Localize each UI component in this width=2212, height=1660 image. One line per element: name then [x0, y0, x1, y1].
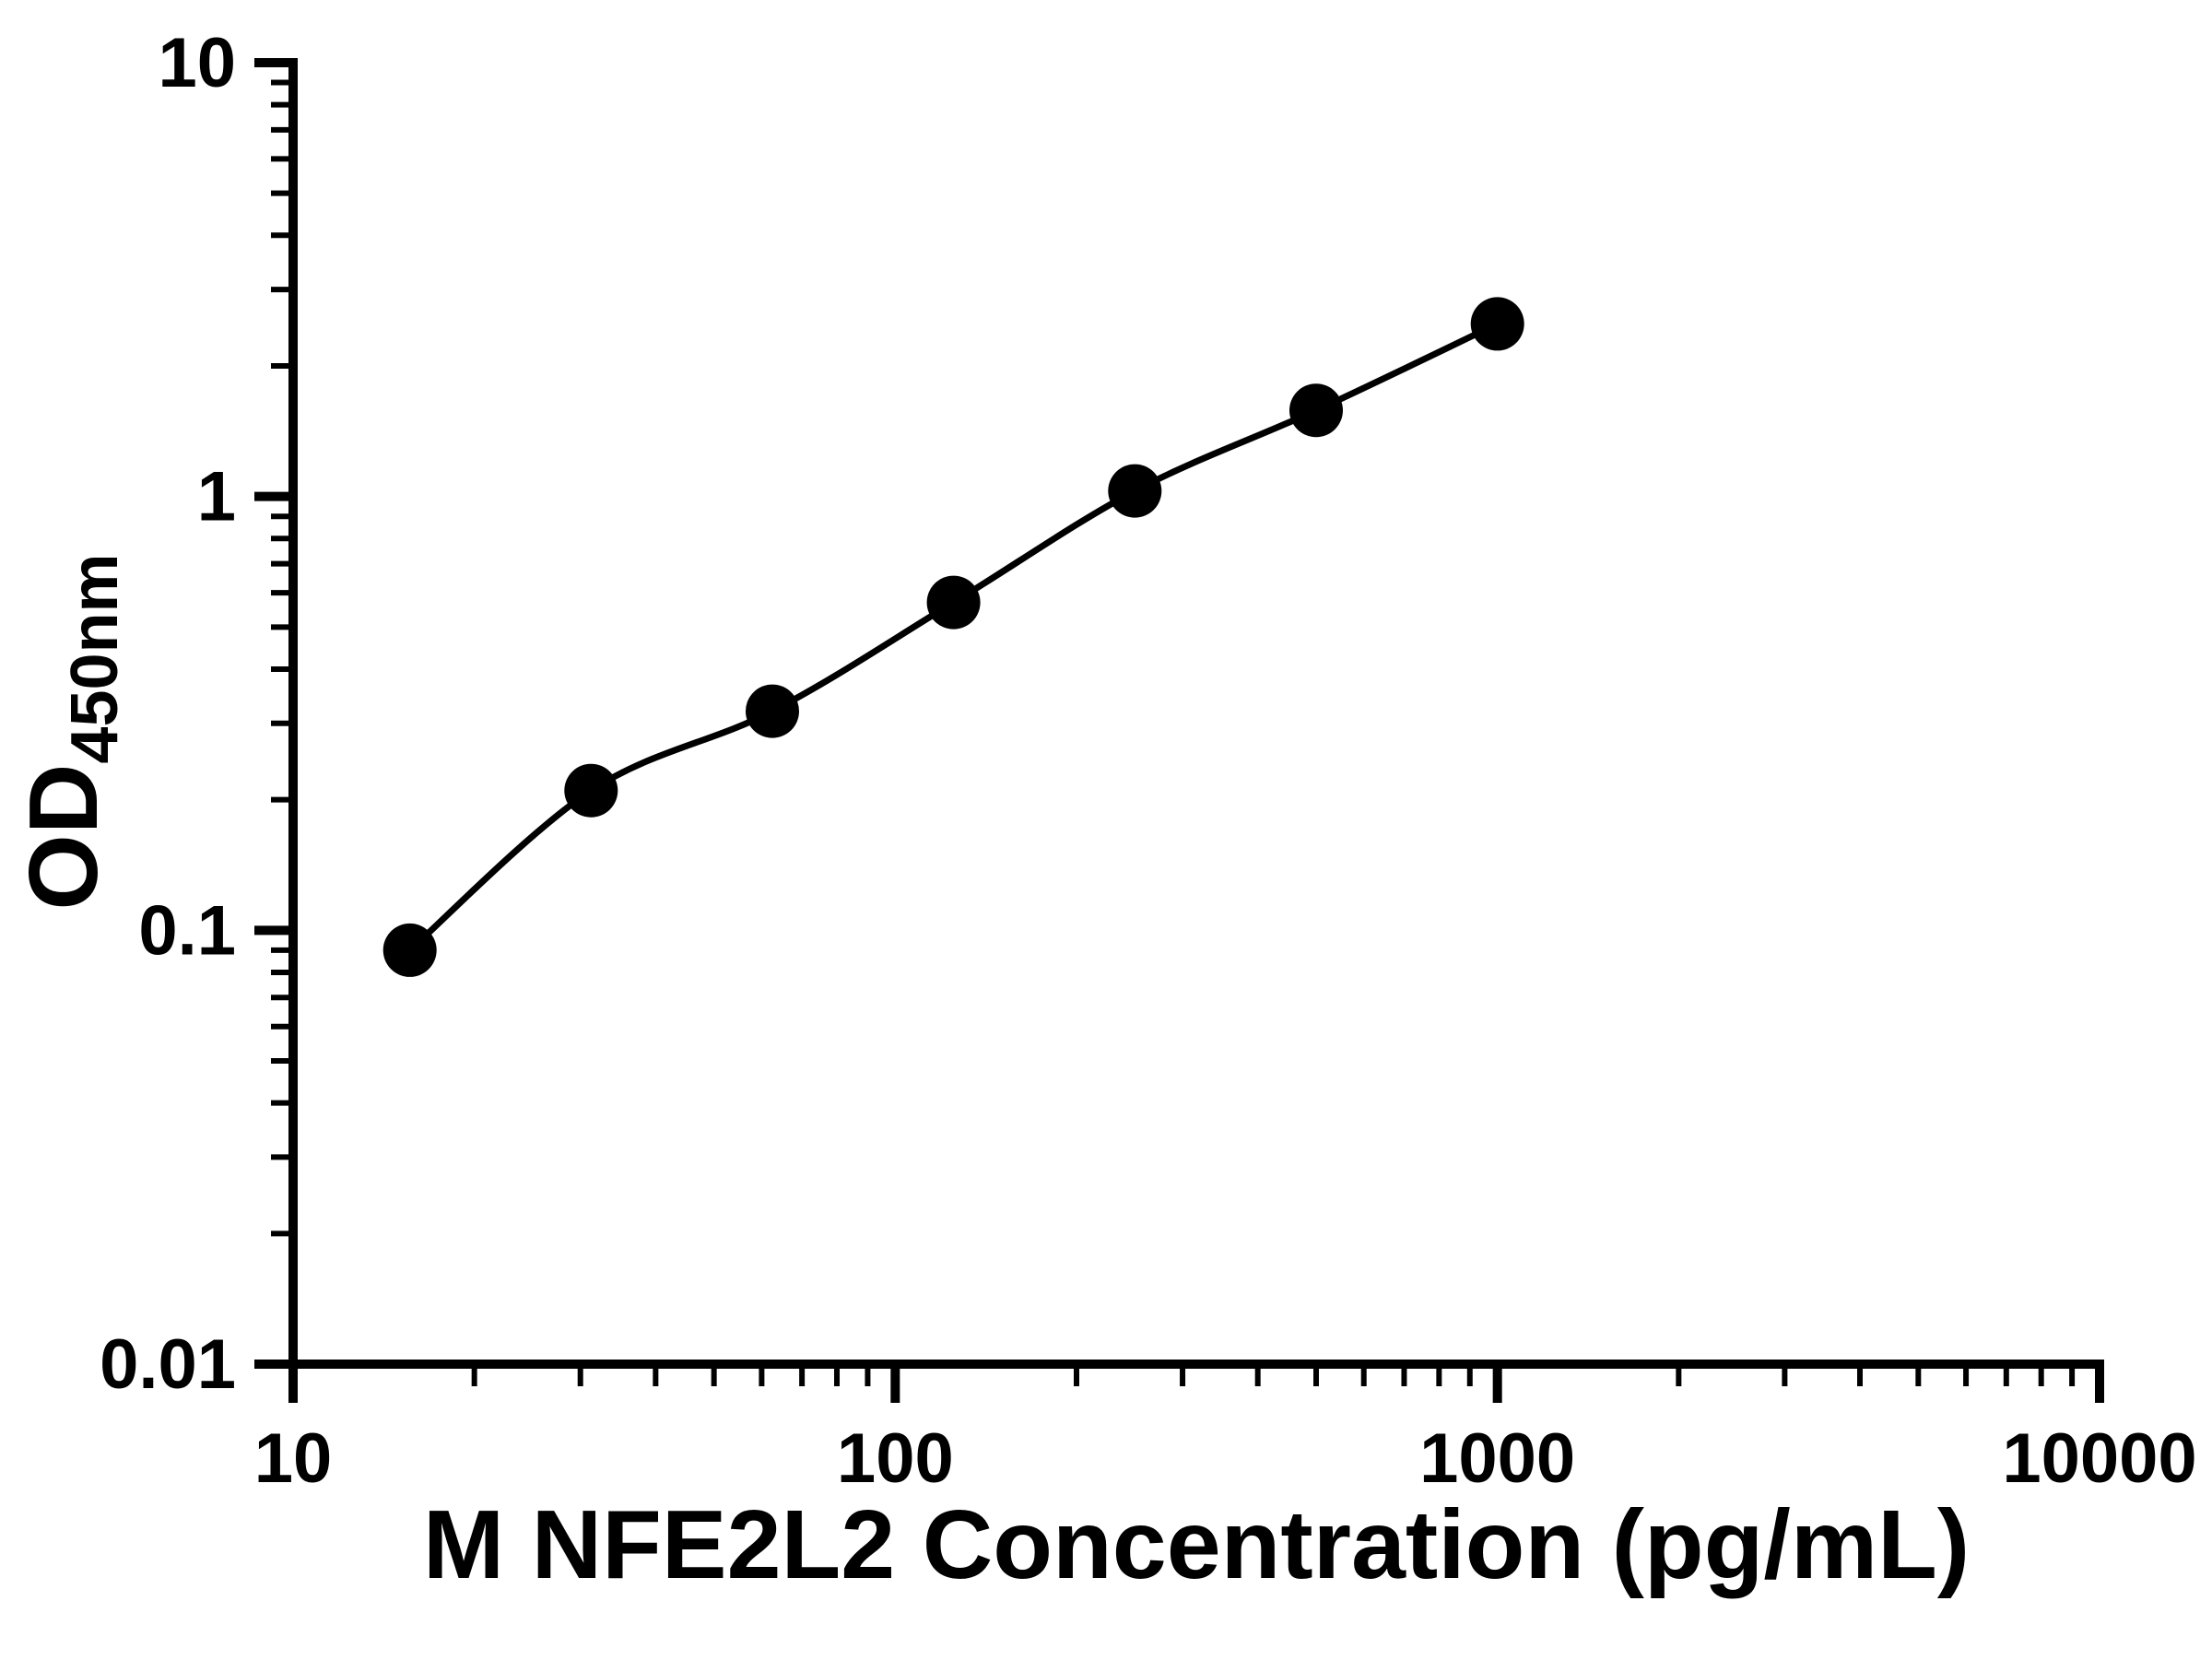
x-axis-title: M NFE2L2 Concentration (pg/mL) — [423, 1490, 1970, 1599]
data-point — [564, 763, 618, 818]
y-axis-title-subscript: 450nm — [58, 553, 132, 763]
y-tick-label: 0.01 — [100, 1325, 236, 1404]
y-axis-title: OD450nm — [9, 553, 132, 910]
data-point — [1470, 297, 1524, 351]
x-tick-label: 10 — [254, 1419, 333, 1498]
y-tick-label: 1 — [197, 458, 236, 536]
y-axis-title-main: OD — [9, 764, 118, 911]
x-tick-label: 10000 — [2002, 1419, 2196, 1498]
data-point — [1108, 464, 1162, 518]
data-point — [382, 923, 437, 977]
y-tick-label: 10 — [158, 24, 236, 102]
x-tick-label: 1000 — [1419, 1419, 1575, 1498]
data-point — [926, 575, 981, 630]
data-point — [1289, 383, 1343, 438]
y-tick-label: 0.1 — [138, 891, 236, 970]
x-tick-label: 100 — [837, 1419, 954, 1498]
data-point — [746, 684, 799, 738]
